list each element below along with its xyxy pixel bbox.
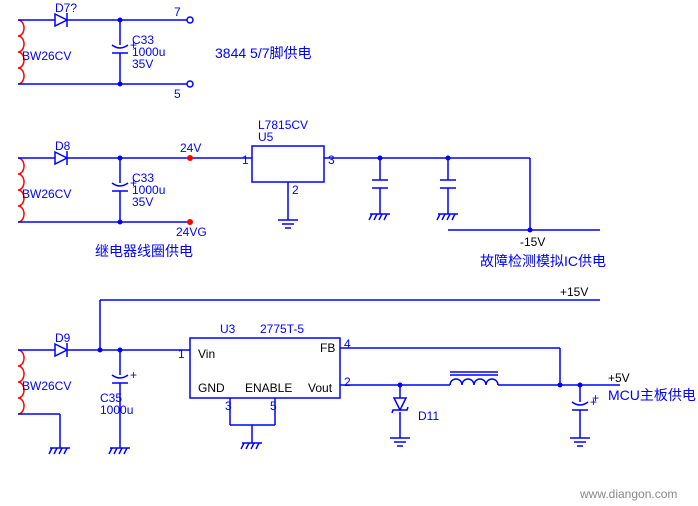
section-top: D7? 7 C33 1000u 35V 5 BW26CV 3844 5/7脚供电: [18, 1, 312, 101]
pin5: 5: [174, 87, 181, 101]
d8-ref: D8: [55, 139, 71, 153]
svg-text:GND: GND: [198, 381, 225, 395]
u3-ref: U3: [220, 322, 236, 336]
d9-model: BW26CV: [22, 379, 71, 393]
svg-text:1: 1: [178, 347, 185, 361]
svg-text:+: +: [592, 391, 599, 405]
d7-model: BW26CV: [22, 49, 71, 63]
section-bot: D9 BW26CV +15V C35 1000u U3 2775T-5 1 Vi…: [18, 285, 696, 454]
mid-note-left: 继电器线圈供电: [95, 243, 193, 259]
d8-model: BW26CV: [22, 187, 71, 201]
svg-text:2775T-5: 2775T-5: [260, 322, 304, 336]
svg-text:2: 2: [344, 375, 351, 389]
svg-text:35V: 35V: [132, 195, 153, 209]
svg-text:1000u: 1000u: [100, 403, 133, 417]
svg-text:ENABLE: ENABLE: [245, 381, 292, 395]
svg-text:Vout: Vout: [308, 381, 333, 395]
section-mid: D8 BW26CV 24V C33 1000u 35V 24VG U5 L781…: [18, 118, 606, 269]
watermark: www.diangon.com: [579, 487, 677, 501]
svg-text:L7815CV: L7815CV: [258, 118, 308, 132]
svg-text:3: 3: [328, 153, 335, 167]
c33-volt: 35V: [132, 57, 153, 71]
svg-text:3: 3: [225, 399, 232, 413]
mid-note-right: 故障检测模拟IC供电: [480, 253, 606, 269]
svg-text:Vin: Vin: [198, 347, 215, 361]
rail-24vg: 24VG: [176, 225, 207, 239]
svg-text:4: 4: [344, 337, 351, 351]
neg15v: -15V: [520, 235, 545, 249]
pos15v: +15V: [560, 285, 588, 299]
svg-text:5: 5: [270, 399, 277, 413]
svg-text:2: 2: [292, 183, 299, 197]
out-note: MCU主板供电: [608, 387, 696, 403]
d11: D11: [418, 409, 439, 423]
d7-ref: D7?: [55, 1, 77, 15]
top-note: 3844 5/7脚供电: [215, 45, 312, 61]
rail-24v: 24V: [180, 141, 201, 155]
u5-ref: U5: [258, 130, 274, 144]
pin7: 7: [174, 5, 181, 19]
out-5v: +5V: [608, 371, 630, 385]
svg-text:1: 1: [242, 153, 249, 167]
d9-ref: D9: [55, 331, 71, 345]
svg-text:FB: FB: [320, 341, 335, 355]
